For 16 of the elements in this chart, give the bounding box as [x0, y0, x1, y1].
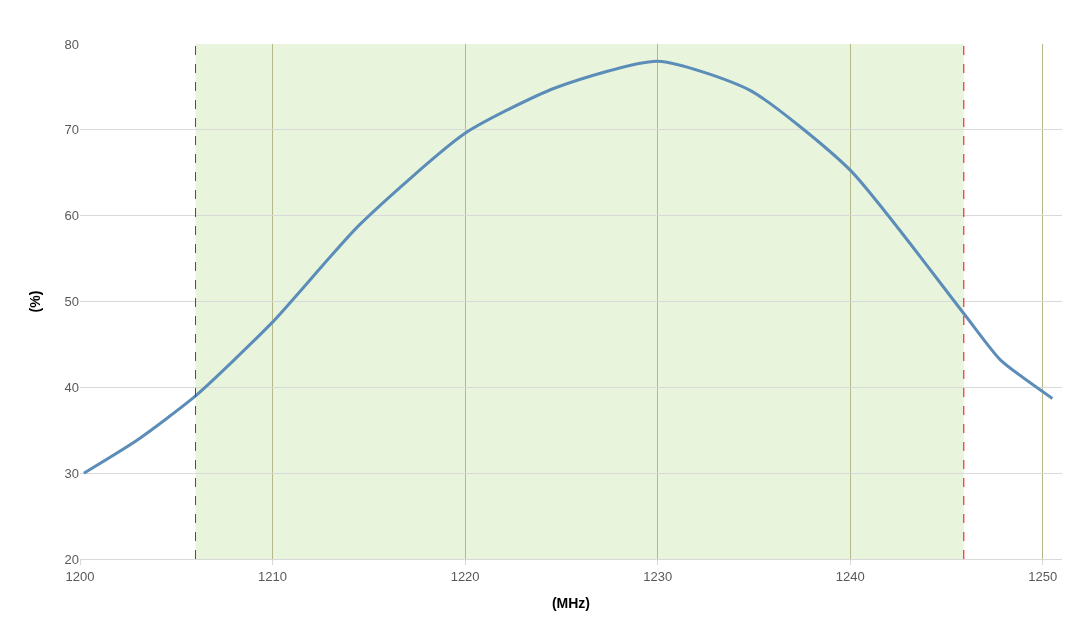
y-tick-label: 50 [64, 294, 79, 310]
x-tick-label: 1240 [835, 568, 865, 584]
x-tick-label: 1200 [65, 568, 95, 584]
y-tick-label: 80 [64, 36, 79, 52]
y-axis-title: (%) [27, 290, 44, 313]
y-tick-label: 60 [64, 208, 79, 224]
x-axis-title: (MHz) [551, 594, 591, 611]
y-tick-label: 20 [64, 551, 79, 567]
x-tick-label: 1210 [258, 568, 288, 584]
y-tick-label: 70 [64, 122, 79, 138]
x-tick-label: 1250 [1028, 568, 1058, 584]
line-series [82, 59, 1054, 475]
y-tick-label: 40 [64, 379, 79, 395]
y-tick-label: 30 [64, 465, 79, 481]
x-tick-label: 1230 [643, 568, 673, 584]
x-tick-label: 1220 [450, 568, 480, 584]
